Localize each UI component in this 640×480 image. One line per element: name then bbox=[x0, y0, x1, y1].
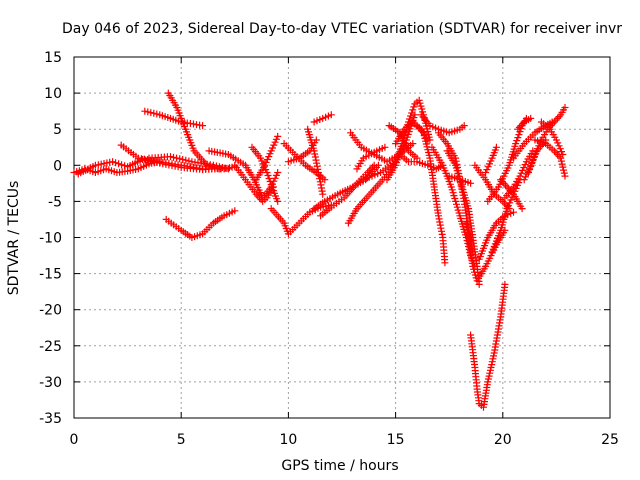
data-markers bbox=[537, 118, 567, 158]
data-markers bbox=[417, 111, 468, 137]
series-arc-06 bbox=[145, 153, 232, 173]
series-arc-32 bbox=[445, 172, 475, 187]
x-tick-label: 0 bbox=[70, 432, 79, 448]
axis-ticks: 0 5 10 15 20 25 15 10 5 0 -5 -10 -15 -20 -25 -30 -35 bbox=[39, 50, 619, 448]
x-tick-label: 5 bbox=[177, 432, 186, 448]
data-markers bbox=[145, 153, 232, 173]
series-arc-34 bbox=[467, 280, 509, 411]
series-arc-15 bbox=[304, 125, 327, 198]
series-arc-28 bbox=[417, 111, 468, 137]
data-markers bbox=[252, 132, 282, 184]
x-tick-label: 10 bbox=[279, 432, 297, 448]
x-axis-label: GPS time / hours bbox=[281, 458, 398, 474]
x-tick-label: 20 bbox=[494, 432, 512, 448]
data-markers bbox=[267, 201, 335, 238]
y-tick-label: 10 bbox=[44, 86, 62, 102]
data-markers bbox=[409, 118, 449, 267]
data-markers bbox=[164, 89, 224, 173]
data-markers bbox=[141, 107, 207, 130]
series-arc-11 bbox=[252, 132, 282, 184]
data-markers bbox=[467, 280, 509, 411]
y-tick-label: -10 bbox=[39, 231, 62, 247]
y-tick-label: -5 bbox=[48, 194, 62, 210]
series-arc-31 bbox=[443, 147, 483, 288]
y-tick-label: 0 bbox=[53, 158, 62, 174]
chart-title: Day 046 of 2023, Sidereal Day-to-day VTE… bbox=[62, 21, 622, 37]
data-markers bbox=[162, 207, 239, 241]
data-markers bbox=[310, 111, 335, 126]
y-tick-label: -15 bbox=[39, 267, 62, 283]
data-markers bbox=[304, 125, 327, 198]
data-markers bbox=[501, 147, 537, 202]
series-arc-04 bbox=[141, 107, 207, 130]
data-markers bbox=[514, 114, 535, 133]
data-markers bbox=[482, 143, 500, 176]
data-markers bbox=[317, 161, 378, 220]
data-markers bbox=[248, 143, 282, 205]
data-layer bbox=[70, 89, 569, 411]
data-markers bbox=[445, 172, 475, 187]
y-tick-label: 15 bbox=[44, 50, 62, 66]
y-tick-label: -25 bbox=[39, 339, 62, 355]
data-markers bbox=[531, 136, 569, 180]
y-axis-label: SDTVAR / TECUs bbox=[6, 181, 22, 296]
y-tick-label: -35 bbox=[39, 411, 62, 427]
y-tick-label: -20 bbox=[39, 303, 62, 319]
series-arc-47 bbox=[514, 114, 535, 133]
series-arc-05 bbox=[164, 89, 224, 173]
series-arc-27 bbox=[409, 118, 449, 267]
data-markers bbox=[231, 161, 277, 205]
series-arc-18 bbox=[310, 111, 335, 126]
series-arc-45 bbox=[531, 136, 569, 180]
y-tick-label: -30 bbox=[39, 375, 62, 391]
x-tick-label: 15 bbox=[387, 432, 405, 448]
series-arc-07 bbox=[162, 207, 239, 241]
series-arc-37 bbox=[482, 143, 500, 176]
data-markers bbox=[385, 122, 421, 162]
series-arc-21 bbox=[353, 143, 389, 173]
series-arc-41 bbox=[501, 147, 537, 202]
y-tick-label: 5 bbox=[53, 122, 62, 138]
series-arc-12 bbox=[267, 201, 335, 238]
series-arc-10 bbox=[248, 143, 282, 205]
series-arc-46 bbox=[537, 118, 567, 158]
series-arc-24 bbox=[385, 122, 421, 162]
series-arc-17 bbox=[317, 161, 378, 220]
series-arc-09 bbox=[231, 161, 277, 205]
data-markers bbox=[443, 147, 483, 288]
x-tick-label: 25 bbox=[601, 432, 619, 448]
data-markers bbox=[353, 143, 389, 173]
